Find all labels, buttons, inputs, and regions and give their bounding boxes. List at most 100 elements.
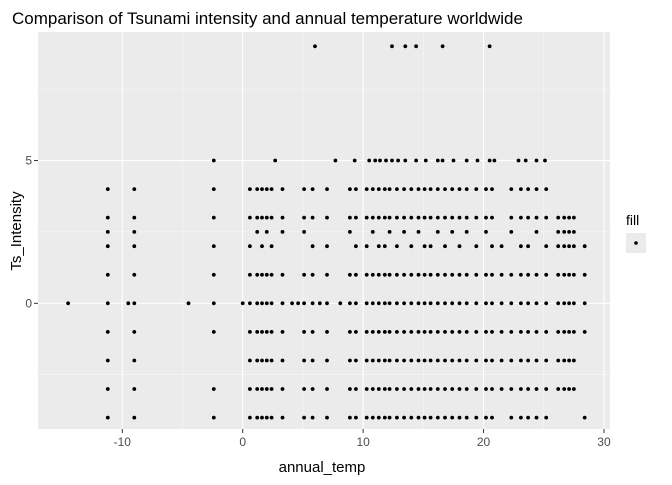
data-point bbox=[490, 272, 494, 277]
data-point bbox=[364, 272, 369, 277]
data-point bbox=[416, 187, 421, 192]
data-point bbox=[443, 358, 447, 363]
data-point bbox=[567, 330, 571, 334]
x-axis-label: annual_temp bbox=[279, 459, 366, 476]
data-point bbox=[409, 415, 414, 420]
data-point bbox=[582, 415, 587, 420]
data-point bbox=[364, 415, 369, 420]
data-point bbox=[302, 301, 306, 306]
data-point bbox=[370, 187, 375, 192]
data-point bbox=[348, 387, 352, 391]
data-point bbox=[543, 158, 547, 163]
data-point bbox=[396, 158, 400, 163]
data-point bbox=[457, 415, 462, 420]
chart-title: Comparison of Tsunami intensity and annu… bbox=[12, 9, 523, 28]
data-point bbox=[534, 330, 539, 334]
data-point bbox=[105, 387, 110, 391]
data-point bbox=[526, 415, 530, 420]
data-point bbox=[428, 330, 433, 334]
data-point bbox=[484, 187, 488, 192]
data-point bbox=[387, 230, 392, 234]
data-point bbox=[428, 215, 433, 220]
data-point bbox=[387, 187, 392, 192]
data-point bbox=[255, 301, 260, 306]
data-point bbox=[269, 301, 274, 306]
data-point bbox=[526, 244, 530, 249]
data-point bbox=[348, 301, 352, 306]
data-point bbox=[333, 158, 338, 163]
data-point bbox=[211, 215, 216, 220]
data-point bbox=[255, 215, 260, 220]
data-point bbox=[211, 187, 216, 192]
data-point bbox=[402, 272, 406, 277]
data-point bbox=[435, 415, 440, 420]
data-point bbox=[264, 215, 269, 220]
x-tick-label: 10 bbox=[356, 435, 370, 449]
data-point bbox=[302, 215, 306, 220]
x-tick-label: -10 bbox=[114, 435, 132, 449]
data-point bbox=[416, 358, 421, 363]
data-point bbox=[582, 244, 587, 249]
data-point bbox=[562, 387, 567, 391]
data-point bbox=[457, 215, 462, 220]
data-point bbox=[302, 415, 306, 420]
data-point bbox=[519, 215, 523, 220]
data-point bbox=[211, 387, 216, 391]
data-point bbox=[264, 301, 269, 306]
data-point bbox=[567, 387, 571, 391]
data-point bbox=[280, 187, 285, 192]
data-point bbox=[370, 358, 375, 363]
data-point bbox=[264, 272, 269, 277]
data-point bbox=[269, 187, 274, 192]
data-point bbox=[395, 330, 399, 334]
data-point bbox=[364, 330, 369, 334]
data-point bbox=[416, 215, 421, 220]
data-point bbox=[499, 301, 504, 306]
data-point bbox=[435, 215, 440, 220]
data-point bbox=[310, 330, 315, 334]
data-point bbox=[443, 244, 447, 249]
data-point bbox=[464, 301, 469, 306]
data-point bbox=[509, 330, 514, 334]
data-point bbox=[492, 158, 497, 163]
data-point bbox=[544, 244, 549, 249]
data-point bbox=[364, 301, 369, 306]
data-point bbox=[544, 387, 549, 391]
data-point bbox=[260, 301, 264, 306]
data-point bbox=[435, 301, 440, 306]
data-point bbox=[273, 158, 278, 163]
data-point bbox=[376, 330, 381, 334]
data-point bbox=[382, 330, 387, 334]
data-point bbox=[402, 415, 406, 420]
x-tick-label: 30 bbox=[597, 435, 611, 449]
data-point bbox=[255, 358, 260, 363]
data-point bbox=[354, 215, 358, 220]
data-point bbox=[544, 330, 549, 334]
data-point bbox=[403, 158, 408, 163]
data-point bbox=[572, 244, 576, 249]
data-point bbox=[248, 415, 252, 420]
data-point bbox=[428, 415, 433, 420]
data-point bbox=[395, 358, 399, 363]
data-point bbox=[248, 358, 252, 363]
data-point bbox=[464, 158, 469, 163]
data-point bbox=[105, 330, 110, 334]
data-point bbox=[490, 330, 494, 334]
data-point bbox=[544, 215, 549, 220]
data-point bbox=[132, 330, 137, 334]
data-point bbox=[352, 158, 357, 163]
data-point bbox=[105, 215, 110, 220]
data-point bbox=[260, 330, 264, 334]
data-point bbox=[382, 415, 387, 420]
data-point bbox=[105, 230, 110, 234]
data-point bbox=[255, 330, 260, 334]
data-point bbox=[376, 187, 381, 192]
data-point bbox=[269, 215, 274, 220]
data-point bbox=[534, 301, 539, 306]
data-point bbox=[409, 358, 414, 363]
data-point bbox=[519, 358, 523, 363]
data-point bbox=[348, 358, 352, 363]
data-point bbox=[132, 301, 137, 306]
data-point bbox=[409, 215, 414, 220]
data-point bbox=[395, 301, 399, 306]
